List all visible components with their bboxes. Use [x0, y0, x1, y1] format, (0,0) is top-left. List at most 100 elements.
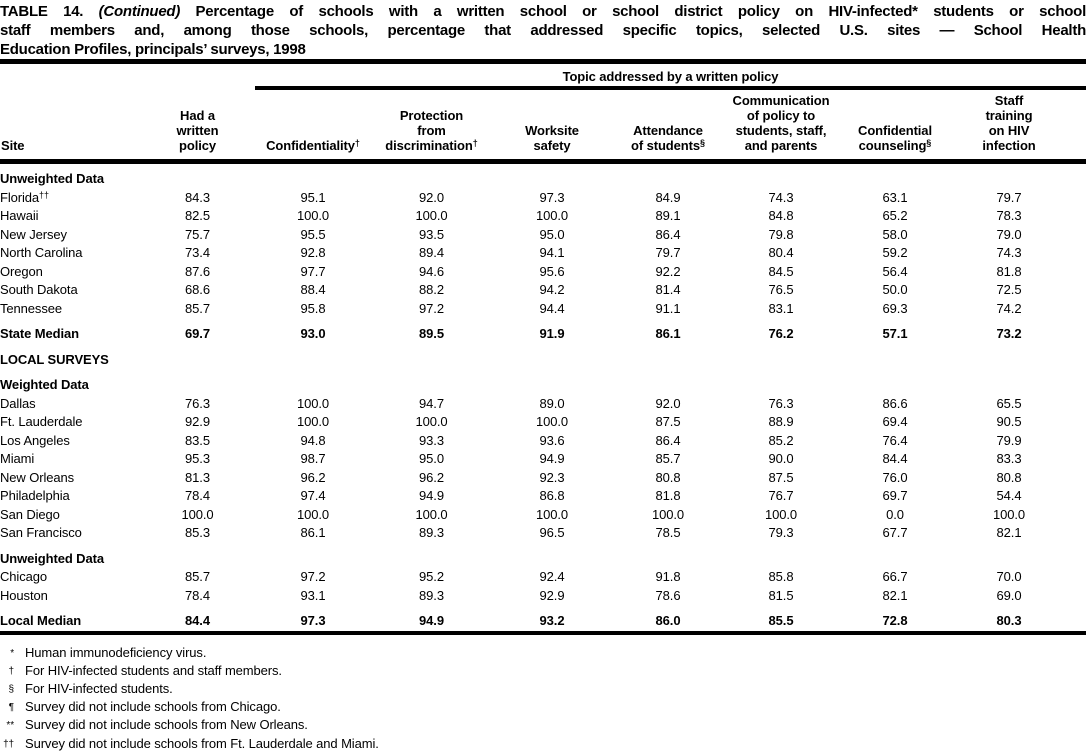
cell-value: 97.7	[300, 263, 326, 279]
cell-value: 80.8	[655, 469, 681, 485]
cell-value: 80.8	[996, 469, 1022, 485]
cell-value: 95.3	[185, 451, 210, 466]
footnote-text: Survey did not include schools from Ft. …	[25, 735, 379, 751]
cell-value: 78.3	[996, 208, 1022, 223]
cell-site: Local Median	[0, 613, 82, 628]
cell-value: 91.9	[539, 326, 565, 341]
cell-value: 66.7	[882, 569, 908, 584]
cell-value: 100.0	[296, 395, 330, 411]
footnote-symbol: **	[6, 720, 14, 732]
cell-value: 95.0	[419, 451, 444, 466]
footnote-symbol: ¶	[8, 702, 14, 714]
cell-value: 96.5	[539, 525, 565, 540]
cell-value: 76.3	[185, 395, 210, 411]
cell-value: 69.3	[882, 300, 908, 316]
footnote-text: Human immunodeficiency virus.	[25, 644, 207, 660]
cell-value: 95.2	[419, 569, 444, 584]
cell-value: 69.4	[882, 414, 908, 429]
column-header-staff-training-on-hiv: Staff training on HIV infection	[952, 88, 1066, 164]
cell-value: 58.0	[882, 226, 908, 242]
cell-value: 80.4	[768, 245, 794, 260]
cell-value: 84.3	[185, 189, 210, 205]
cell-value: 81.8	[655, 488, 681, 503]
cell-value: 0.0	[886, 506, 904, 522]
cell-site: San Francisco	[0, 525, 82, 540]
cell-value: 78.4	[185, 488, 210, 503]
cell-value: 82.1	[996, 525, 1022, 540]
table-row: San Diego 100.0 100.0 100.0 100.0 100.0 100.0 0…	[0, 506, 1086, 525]
cell-value: 100.0	[296, 208, 330, 223]
section-label: Unweighted Data	[0, 171, 104, 186]
cell-value: 76.4	[882, 432, 908, 448]
cell-spacer	[1066, 300, 1086, 319]
table-row: Miami 95.3 98.7 95.0 94.9 85.7 90.0 84.4 83.3	[0, 450, 1086, 469]
cell-value: 84.4	[882, 451, 908, 466]
topic-span-header: Topic addressed by a written policy	[255, 61, 1086, 90]
footnote: * Human immunodeficiency virus.	[0, 644, 1086, 662]
cell-site: Chicago	[0, 569, 47, 584]
cell-site: New Orleans	[0, 469, 75, 485]
cell-value: 78.5	[655, 525, 681, 540]
table-row: New Jersey 75.7 95.5 93.5 95.0 86.4 79.8 58.0 79…	[0, 226, 1086, 245]
cell-value: 75.7	[185, 226, 210, 242]
table-row: South Dakota 68.6 88.4 88.2 94.2 81.4 76.5 50.0…	[0, 281, 1086, 300]
cell-value: 65.2	[882, 208, 908, 223]
cell-value: 100.0	[535, 506, 569, 522]
table-header: Topic addressed by a written policy Site…	[0, 61, 1086, 164]
cell-value: 91.8	[655, 569, 681, 584]
cell-value: 91.1	[655, 300, 681, 316]
cell-value: 98.7	[300, 451, 326, 466]
cell-value: 82.1	[882, 587, 908, 603]
cell-value: 100.0	[535, 208, 569, 223]
cell-value: 87.5	[655, 414, 681, 429]
cell-spacer	[1066, 413, 1086, 432]
cell-value: 81.8	[996, 263, 1022, 279]
table-row: Los Angeles 83.5 94.8 93.3 93.6 86.4 85.2 76.4 7…	[0, 432, 1086, 451]
cell-value: 94.6	[419, 263, 444, 279]
cell-value: 50.0	[882, 282, 908, 297]
cell-value: 79.0	[996, 226, 1022, 242]
table-body: Unweighted Data Florida†† 84.3 95.1 92.0 97.3…	[0, 162, 1086, 633]
cell-value: 86.4	[655, 432, 681, 448]
table-row: Florida†† 84.3 95.1 92.0 97.3 84.9 74.3 63.1 79.…	[0, 189, 1086, 208]
cell-site: San Diego	[0, 506, 60, 522]
cell-value: 86.6	[882, 395, 908, 411]
cell-value: 79.9	[996, 432, 1022, 448]
table-row: San Francisco 85.3 86.1 89.3 96.5 78.5 79.3 67.…	[0, 524, 1086, 543]
cell-spacer	[1066, 587, 1086, 606]
cell-value: 72.5	[996, 282, 1022, 297]
cell-site: New Jersey	[0, 226, 67, 242]
cell-spacer	[1066, 281, 1086, 300]
table-row: Ft. Lauderdale 92.9 100.0 100.0 100.0 87.5 88.…	[0, 413, 1086, 432]
cell-value: 88.2	[419, 282, 444, 297]
cell-value: 94.9	[419, 488, 444, 503]
cell-value: 100.0	[535, 414, 569, 429]
cell-value: 83.3	[996, 451, 1022, 466]
cell-site: State Median	[0, 326, 79, 341]
cell-value: 73.4	[185, 245, 210, 260]
cell-spacer	[1066, 568, 1086, 587]
cell-site: Florida††	[0, 189, 50, 205]
cell-value: 85.7	[185, 569, 210, 584]
title-line-1: TABLE 14. (Continued) Percentage of scho…	[0, 2, 1086, 21]
cell-value: 83.5	[185, 432, 210, 448]
cell-value: 85.2	[768, 432, 794, 448]
cell-value: 57.1	[882, 326, 908, 341]
cell-value: 80.3	[996, 613, 1022, 628]
cell-value: 69.7	[185, 326, 210, 341]
cell-value: 81.4	[655, 282, 681, 297]
cell-value: 100.0	[992, 506, 1026, 522]
cell-value: 100.0	[651, 506, 685, 522]
cell-value: 94.7	[419, 395, 444, 411]
table-row: Philadelphia 78.4 97.4 94.9 86.8 81.8 76.7 69.7…	[0, 487, 1086, 506]
table-row: LOCAL SURVEYS	[0, 344, 1086, 370]
cell-value: 56.4	[882, 263, 908, 279]
cell-value: 89.3	[419, 525, 444, 540]
table-row: Local Median 84.4 97.3 94.9 93.2 86.0 85.5 72.8…	[0, 605, 1086, 633]
cell-value: 65.5	[996, 395, 1022, 411]
cell-value: 87.6	[185, 263, 210, 279]
column-header-attendance-of-students: Attendance of students§	[612, 88, 724, 164]
cell-value: 97.2	[300, 569, 326, 584]
spanning-header-spacer	[0, 62, 255, 89]
cell-value: 100.0	[415, 414, 448, 429]
